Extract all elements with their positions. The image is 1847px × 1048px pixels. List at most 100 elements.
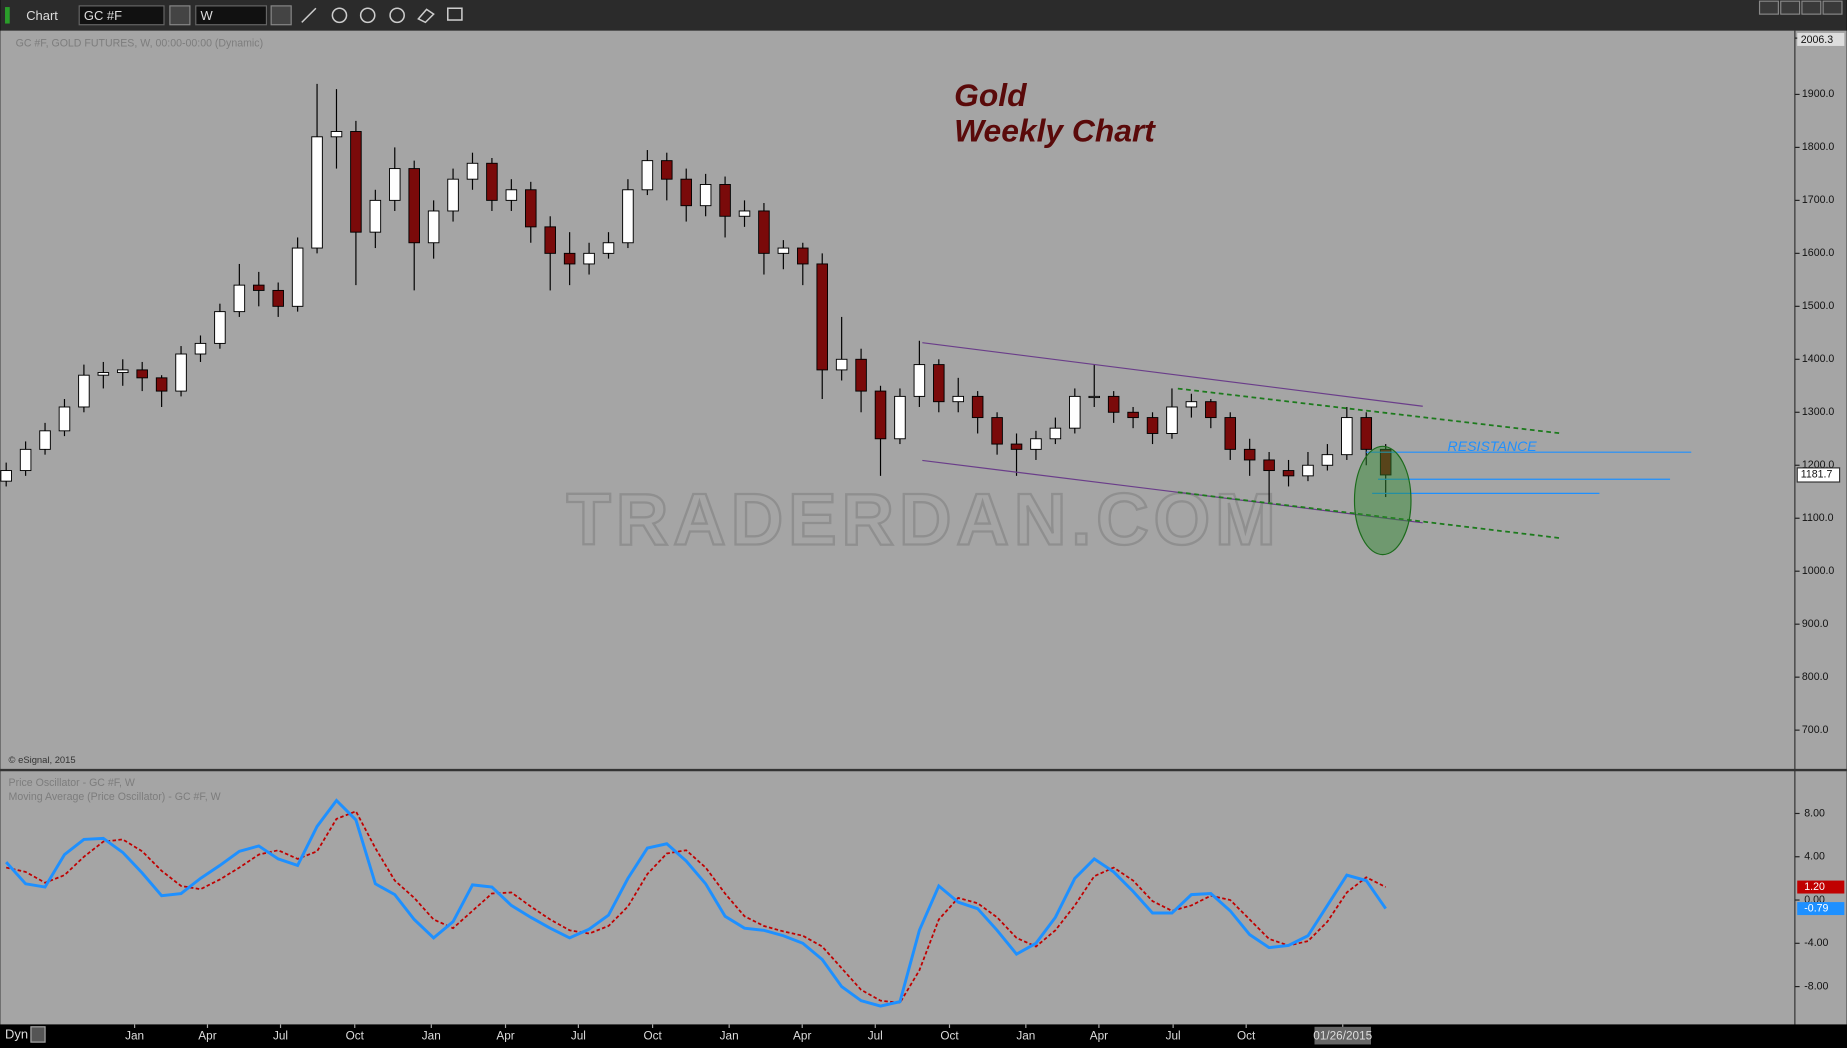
candle-body (97, 372, 110, 376)
ymax-label: 2006.3 (1801, 34, 1833, 46)
y-tick-label: 1100.0 (1802, 512, 1834, 524)
y-tick-label: 1300.0 (1802, 406, 1834, 418)
candle-body (1030, 438, 1042, 450)
candle-body (214, 311, 226, 344)
tool-icon[interactable] (301, 7, 317, 23)
candle-body (175, 353, 187, 392)
tool-button[interactable] (169, 5, 191, 26)
x-tick-label: Jul (571, 1029, 586, 1042)
x-tick-label: Apr (1090, 1029, 1108, 1042)
candle-body (505, 189, 518, 201)
candle-body (427, 210, 440, 244)
candle-body (797, 247, 809, 265)
candle-body (971, 395, 984, 419)
candle-body (39, 430, 51, 450)
x-tick-label: Jan (125, 1029, 144, 1042)
candle-body (1321, 454, 1334, 466)
tool-icon[interactable] (417, 8, 435, 24)
last-value-label: 1.20 (1804, 881, 1825, 893)
annotation-label: RESISTANCE (1448, 438, 1538, 454)
candle-body (777, 247, 790, 254)
candle-body (991, 417, 1003, 445)
candle-body (1166, 406, 1178, 434)
tool-icon[interactable] (331, 7, 348, 24)
y-tick-label: -4.00 (1804, 937, 1828, 949)
candle-body (699, 184, 712, 207)
candle-body (680, 178, 692, 207)
x-tick-label: Jul (273, 1029, 288, 1042)
toolbar-icons (301, 7, 463, 24)
window-button[interactable] (1822, 0, 1843, 15)
candle-body (913, 364, 926, 397)
candle-body (1263, 459, 1275, 472)
candle-body (874, 390, 887, 440)
x-tick-label: Jan (720, 1029, 739, 1042)
x-tick-label: Oct (940, 1029, 959, 1042)
candle-body (816, 263, 828, 371)
x-tick-highlight (1314, 1026, 1372, 1045)
oscillator-line (5, 798, 1387, 1008)
status-mode[interactable]: Dyn (5, 1026, 28, 1041)
candle-body (369, 199, 382, 233)
channel-line (1177, 387, 1561, 435)
source: © eSignal, 2015 (9, 754, 76, 765)
candle-body (447, 178, 459, 212)
candle-body (1049, 427, 1062, 440)
candle-body (544, 226, 556, 254)
window-button[interactable] (1758, 0, 1779, 15)
symbol-box[interactable] (78, 5, 165, 26)
candle-body (252, 284, 265, 291)
candle-body (1379, 448, 1392, 476)
interval[interactable]: W (200, 8, 213, 23)
candle-body (738, 210, 751, 217)
candle-body (719, 184, 731, 217)
candle-body (311, 136, 323, 249)
tool-icon[interactable] (447, 7, 463, 21)
x-tick-label: Jul (868, 1029, 883, 1042)
y-tick-label: 1600.0 (1802, 247, 1834, 259)
candle-body (389, 168, 401, 201)
last-price-label: 1181.7 (1801, 469, 1833, 481)
y-tick-label: -8.00 (1804, 980, 1828, 992)
y-tick-label: 1700.0 (1802, 194, 1834, 206)
candle-body (1360, 417, 1373, 450)
tool-icon[interactable] (389, 7, 405, 24)
candle-body (116, 369, 129, 374)
candle-body (952, 395, 965, 403)
y-tick-label: 1900.0 (1802, 88, 1834, 100)
candle-body (486, 162, 498, 201)
tool-icon[interactable] (359, 7, 376, 24)
symbol[interactable]: GC #F (84, 8, 122, 23)
status-button[interactable] (30, 1026, 46, 1043)
chart-icon (5, 7, 10, 24)
window-buttons (1758, 0, 1843, 15)
y-tick-label: 900.0 (1802, 618, 1829, 630)
window-button[interactable] (1801, 0, 1822, 15)
candle-body (602, 242, 615, 254)
candle-body (155, 377, 168, 392)
candle-body (408, 168, 420, 244)
chart-info: GC #F, GOLD FUTURES, W, 00:00-00:00 (Dyn… (16, 37, 263, 49)
tool-button[interactable] (270, 5, 292, 26)
window-button[interactable] (1780, 0, 1801, 15)
candle-body (1010, 443, 1023, 450)
y-tick-label: 1800.0 (1802, 141, 1834, 153)
candle-body (19, 448, 32, 472)
time-axis (0, 1024, 1847, 1048)
candle-body (583, 252, 595, 265)
highlight-ellipse (1353, 445, 1412, 556)
interval-box[interactable] (195, 5, 268, 26)
chart-subtitle: Weekly Chart (954, 112, 1156, 148)
x-tick-label: Jan (422, 1029, 441, 1042)
chart-title: Gold (954, 77, 1027, 113)
candle-body (1243, 448, 1256, 461)
candle-body (233, 284, 246, 313)
y-tick-label: 800.0 (1802, 671, 1829, 683)
candle-body (1088, 395, 1101, 399)
candle-body (758, 210, 770, 254)
candle-body (78, 374, 90, 408)
y-tick-label: 700.0 (1802, 724, 1829, 736)
candle-body (525, 189, 537, 228)
